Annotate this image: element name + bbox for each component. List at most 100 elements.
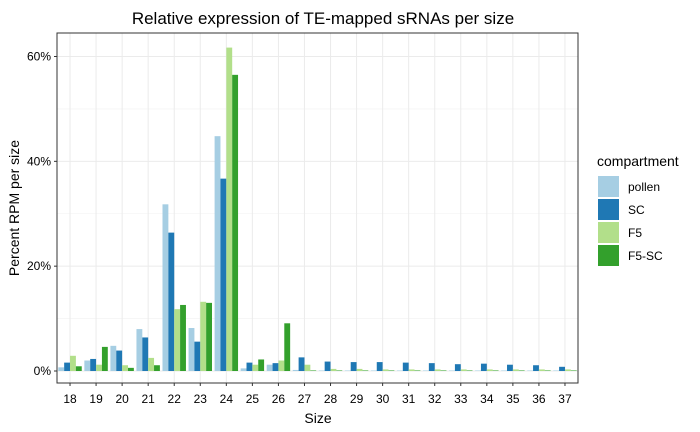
bar-F5-SC-21 [154, 365, 160, 371]
chart-title: Relative expression of TE-mapped sRNAs p… [132, 9, 514, 28]
x-tick-label: 21 [141, 392, 155, 406]
x-tick-label: 29 [350, 392, 364, 406]
legend-label-F5-SC: F5-SC [628, 249, 663, 263]
legend-swatch-SC [598, 199, 619, 220]
bar-F5-SC-32 [440, 370, 447, 371]
bar-F5-31 [408, 369, 415, 371]
bar-SC-29 [350, 362, 357, 371]
y-tick-label: 0% [34, 364, 52, 378]
bar-F5-26 [278, 360, 285, 371]
bar-F5-37 [564, 369, 571, 371]
bar-pollen-30 [370, 370, 377, 371]
plot-border [56, 32, 579, 384]
x-tick-label: 24 [220, 392, 234, 406]
bars [58, 47, 577, 372]
bar-pollen-29 [344, 370, 351, 371]
legend: compartment pollen SC F5 F5-SC [597, 153, 679, 266]
y-axis: 0% 20% 40% 60% [27, 50, 57, 378]
legend-title: compartment [597, 153, 679, 169]
bar-F5-SC-19 [101, 346, 108, 371]
bar-F5-SC-36 [544, 370, 551, 371]
bar-F5-SC-20 [127, 367, 134, 371]
bar-pollen-36 [527, 370, 534, 371]
bar-F5-SC-30 [388, 370, 395, 371]
bar-F5-SC-31 [414, 370, 421, 371]
bar-SC-18 [64, 362, 71, 371]
bar-SC-30 [376, 362, 383, 371]
bar-F5-SC-35 [518, 370, 525, 371]
bar-F5-36 [538, 369, 545, 371]
bar-F5-SC-34 [492, 370, 499, 371]
x-tick-label: 30 [376, 392, 390, 406]
x-tick-label: 25 [246, 392, 260, 406]
bar-pollen-33 [449, 370, 455, 371]
x-tick-label: 33 [454, 392, 468, 406]
y-tick-label: 60% [27, 50, 51, 64]
bar-pollen-26 [266, 364, 273, 371]
x-tick-label: 34 [480, 392, 494, 406]
x-tick-label: 19 [89, 392, 103, 406]
bar-F5-33 [460, 369, 467, 371]
bar-pollen-22 [162, 204, 169, 371]
x-tick-label: 26 [272, 392, 286, 406]
bar-F5-24 [226, 47, 233, 371]
grid [57, 33, 578, 383]
bar-F5-SC-25 [258, 359, 265, 371]
x-tick-label: 32 [428, 392, 442, 406]
bar-F5-18 [70, 355, 76, 371]
bar-pollen-34 [475, 370, 481, 371]
bar-F5-34 [486, 369, 493, 371]
bar-SC-36 [533, 365, 539, 371]
bar-F5-SC-27 [310, 370, 317, 371]
bar-SC-37 [559, 366, 565, 371]
legend-label-F5: F5 [628, 226, 642, 240]
bar-pollen-32 [423, 370, 429, 371]
x-tick-label: 36 [532, 392, 546, 406]
bar-SC-32 [428, 363, 435, 371]
bar-F5-22 [174, 309, 181, 371]
bar-pollen-20 [110, 345, 117, 371]
bar-F5-SC-24 [232, 74, 239, 372]
bar-F5-35 [512, 369, 519, 371]
bar-SC-26 [272, 363, 279, 371]
legend-swatch-pollen [598, 176, 619, 197]
legend-swatch-F5-SC [598, 245, 619, 266]
bar-F5-SC-37 [570, 370, 577, 371]
bar-F5-30 [382, 369, 389, 371]
x-tick-label: 18 [63, 392, 77, 406]
bar-F5-32 [434, 369, 441, 371]
bar-F5-23 [200, 301, 207, 371]
x-tick-label: 20 [115, 392, 129, 406]
bar-F5-21 [148, 357, 155, 371]
bar-SC-27 [298, 357, 305, 371]
x-axis-title: Size [304, 410, 331, 426]
x-tick-label: 37 [558, 392, 572, 406]
bar-pollen-25 [240, 368, 247, 371]
bar-SC-31 [402, 362, 409, 371]
bar-F5-25 [252, 364, 259, 371]
bar-F5-SC-23 [206, 302, 212, 371]
bar-SC-24 [220, 178, 227, 371]
bar-F5-29 [356, 368, 363, 371]
bar-pollen-24 [214, 136, 221, 371]
bar-SC-23 [194, 341, 201, 371]
bar-SC-28 [324, 361, 331, 371]
bar-SC-34 [480, 363, 487, 371]
bar-pollen-31 [396, 370, 403, 371]
bar-F5-SC-26 [284, 323, 291, 371]
y-tick-label: 40% [27, 154, 51, 168]
bar-SC-35 [507, 364, 513, 371]
x-tick-label: 27 [298, 392, 312, 406]
bar-SC-20 [116, 350, 123, 371]
bar-SC-22 [168, 232, 175, 371]
x-tick-label: 31 [402, 392, 416, 406]
plot-background [57, 33, 578, 383]
legend-label-pollen: pollen [628, 180, 660, 194]
bar-F5-SC-33 [466, 370, 473, 371]
bar-SC-33 [454, 364, 461, 371]
bar-pollen-21 [136, 329, 143, 371]
bar-pollen-37 [553, 370, 560, 371]
bar-F5-27 [304, 364, 311, 371]
x-tick-label: 22 [168, 392, 182, 406]
